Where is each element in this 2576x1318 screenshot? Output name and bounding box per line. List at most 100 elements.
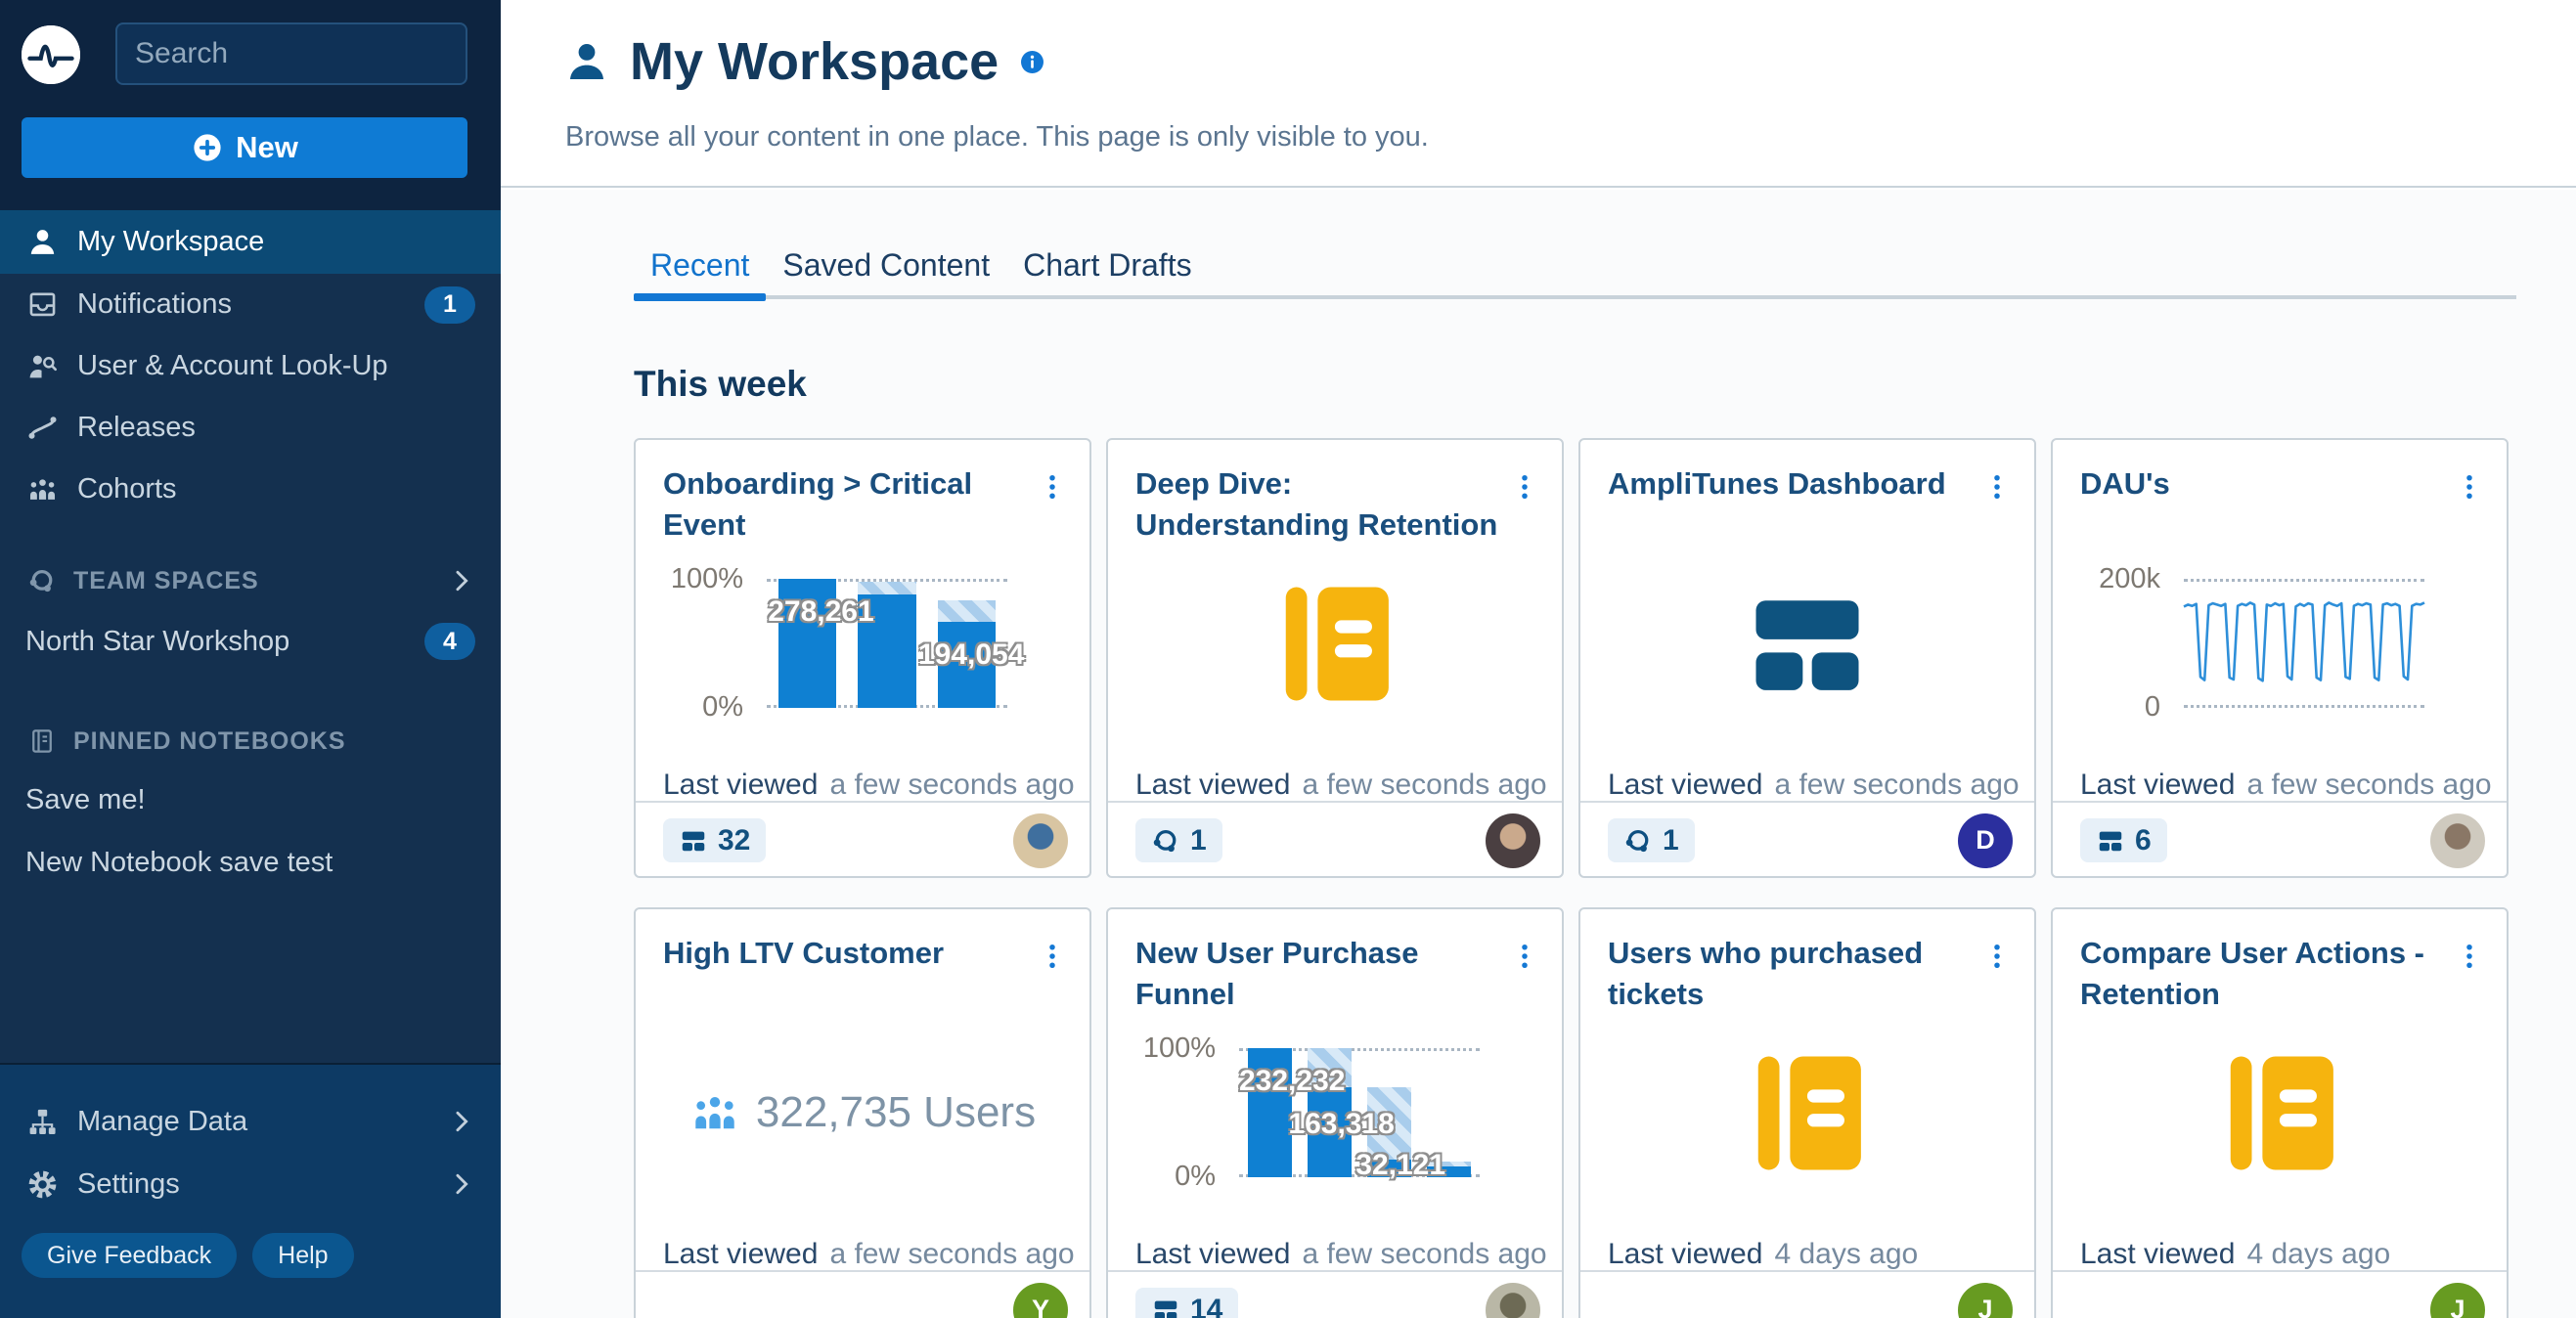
content-card-8[interactable]: Compare User Actions - Retention Last vie…	[2051, 907, 2509, 1318]
owner-avatar	[1486, 813, 1540, 868]
funnel-value-label: 194,054	[917, 637, 1025, 671]
notebook-icon	[2230, 1056, 2333, 1169]
last-viewed-value: a few seconds ago	[829, 1238, 1075, 1270]
sidebar-item-my-workspace[interactable]: My Workspace	[0, 210, 501, 274]
tab-recent[interactable]: Recent	[634, 233, 767, 301]
sidebar-item-cohorts[interactable]: Cohorts	[0, 459, 501, 520]
new-button[interactable]: New	[22, 117, 467, 178]
dashboard-count-icon	[2099, 831, 2122, 851]
team-space-label: North Star Workshop	[25, 625, 290, 657]
last-viewed-value: 4 days ago	[2246, 1238, 2391, 1270]
card-menu-button[interactable]	[1033, 465, 1072, 508]
content-count-pill[interactable]: 32	[663, 818, 767, 862]
sidebar-item-user-account-lookup[interactable]: User & Account Look-Up	[0, 335, 501, 397]
funnel-bar-solid-segment	[858, 593, 916, 708]
sidebar-item-releases[interactable]: Releases	[0, 397, 501, 459]
last-viewed-label: Last viewed	[1608, 769, 1763, 801]
dashboard-count-icon	[682, 831, 705, 851]
content-card-1[interactable]: Onboarding > Critical Event 100% 0% 278,261…	[634, 438, 1091, 878]
content-card-6[interactable]: New User Purchase Funnel 100% 0% 232,232 163…	[1106, 907, 1564, 1318]
card-title: High LTV Customer	[663, 936, 945, 970]
sidebar-item-pinned-notebook[interactable]: Save me!	[0, 769, 501, 831]
funnel-bar	[858, 581, 916, 708]
funnel-bar-solid-segment	[1426, 1166, 1472, 1177]
card-footer: 14	[1108, 1270, 1562, 1318]
last-viewed-value: a few seconds ago	[1302, 769, 1547, 801]
content-count-pill[interactable]: 1	[1135, 818, 1222, 862]
y-axis-max-label: 200k	[2099, 563, 2160, 594]
content-count-pill[interactable]: 1	[1608, 818, 1695, 862]
funnel-bar-hatch-segment	[937, 600, 996, 622]
kebab-menu-icon	[1522, 475, 1528, 499]
pinned-notebook-label: New Notebook save test	[25, 846, 333, 878]
content-count: 1	[1190, 823, 1207, 857]
content-card-7[interactable]: Users who purchased tickets Last viewed 4 …	[1578, 907, 2036, 1318]
inbox-icon	[29, 292, 55, 317]
kebab-menu-icon	[2466, 475, 2472, 499]
plus-circle-icon	[191, 131, 224, 164]
sidebar-section-pinned-notebooks[interactable]: PINNED NOTEBOOKS	[0, 714, 501, 769]
content-card-3[interactable]: AmpliTunes Dashboard Last viewed a few sec…	[1578, 438, 2036, 878]
funnel-bar	[1426, 1162, 1472, 1177]
card-menu-button[interactable]	[1505, 935, 1544, 978]
card-menu-button[interactable]	[1033, 935, 1072, 978]
funnel-bar	[1307, 1048, 1353, 1177]
sidebar-item-team-space[interactable]: North Star Workshop 4	[0, 608, 501, 675]
card-title: DAU's	[2080, 466, 2170, 501]
card-menu-button[interactable]	[2450, 465, 2489, 508]
last-viewed: Last viewed 4 days ago	[2080, 1238, 2390, 1271]
content-count-pill[interactable]: 6	[2080, 818, 2167, 862]
sidebar-item-manage-data[interactable]: Manage Data	[0, 1090, 501, 1153]
search-input[interactable]	[135, 37, 512, 70]
card-footer: 32	[636, 801, 1089, 878]
sitemap-icon	[29, 1109, 56, 1134]
content-count: 1	[1663, 823, 1679, 857]
give-feedback-button[interactable]: Give Feedback	[22, 1233, 238, 1278]
card-menu-button[interactable]	[1505, 465, 1544, 508]
avatar-initial: Y	[1031, 1295, 1049, 1318]
card-menu-button[interactable]	[1977, 465, 2017, 508]
tab-chart-drafts[interactable]: Chart Drafts	[1006, 233, 1208, 297]
sidebar-item-pinned-notebook[interactable]: New Notebook save test	[0, 831, 501, 894]
funnel-bar-solid-segment	[1247, 1048, 1293, 1177]
y-axis-max-label: 100%	[1142, 1032, 1216, 1064]
card-grid: Onboarding > Critical Event 100% 0% 278,261…	[634, 438, 2509, 1318]
metric-value: 322,735 Users	[755, 1088, 1037, 1136]
content-card-5[interactable]: High LTV Customer 322,735 Users Last viewe…	[634, 907, 1091, 1318]
notebook-icon	[1285, 587, 1389, 700]
sidebar-item-settings[interactable]: Settings	[0, 1153, 501, 1215]
line-chart-preview: 200k 0	[2080, 563, 2479, 723]
space-icon	[29, 570, 53, 593]
content-count-pill[interactable]: 14	[1135, 1288, 1239, 1318]
amplitude-wave-icon	[22, 25, 80, 84]
last-viewed: Last viewed a few seconds ago	[663, 1238, 1075, 1271]
notification-badge: 1	[424, 286, 475, 324]
tab-saved-content[interactable]: Saved Content	[766, 233, 1006, 297]
help-button[interactable]: Help	[252, 1233, 354, 1278]
last-viewed-label: Last viewed	[2080, 769, 2236, 801]
content-card-4[interactable]: DAU's 200k 0 Last viewed a few seconds ago 6	[2051, 438, 2509, 878]
amplitude-logo[interactable]	[22, 25, 80, 84]
funnel-bar-hatch-segment	[858, 581, 916, 594]
gear-icon	[28, 1170, 56, 1198]
funnel-bar-hatch-segment	[1366, 1086, 1412, 1160]
info-icon[interactable]	[1018, 48, 1046, 76]
content-card-2[interactable]: Deep Dive: Understanding Retention Last v…	[1106, 438, 1564, 878]
info-icon	[1021, 50, 1044, 73]
card-footer: J	[2053, 1270, 2507, 1318]
card-footer: J	[1580, 1270, 2034, 1318]
releases-icon	[27, 417, 57, 439]
sidebar-bottom: Manage Data Settings Give Feedback Help	[0, 1063, 501, 1318]
card-footer: Y	[636, 1270, 1089, 1318]
sidebar-item-notifications[interactable]: Notifications 1	[0, 274, 501, 335]
owner-avatar: D	[1958, 813, 2013, 868]
card-menu-button[interactable]	[1977, 935, 2017, 978]
search-box[interactable]	[115, 22, 539, 85]
last-viewed-value: 4 days ago	[1774, 1238, 1919, 1270]
last-viewed-label: Last viewed	[2080, 1238, 2236, 1270]
sidebar-section-team-spaces[interactable]: TEAM SPACES	[0, 553, 501, 608]
card-menu-button[interactable]	[2450, 935, 2489, 978]
last-viewed-label: Last viewed	[663, 1238, 819, 1270]
funnel-value-label: 232,232	[1239, 1065, 1346, 1098]
y-axis-min-label: 0%	[702, 691, 743, 723]
